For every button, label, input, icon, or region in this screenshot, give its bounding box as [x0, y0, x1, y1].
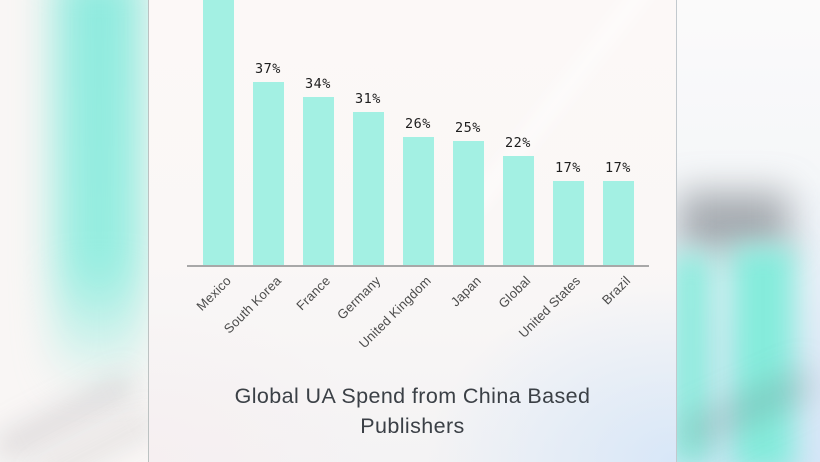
bar-value-label: 34%: [305, 76, 331, 92]
blurred-bar-echo: [677, 253, 713, 462]
bar-france: [302, 97, 334, 265]
category-label: Global: [495, 273, 534, 312]
blurred-text-echo: [679, 192, 789, 252]
bar-chart: Mexico 37% South Korea 34% France 31% Germany 2…: [149, 0, 676, 462]
bar-south-korea: [252, 82, 284, 265]
bar-united-states: [552, 181, 584, 265]
bar-united-kingdom: [402, 137, 434, 265]
bar-value-label: 17%: [605, 160, 631, 176]
bar-value-label: 31%: [355, 91, 381, 107]
blurred-bar-echo: [55, 0, 143, 390]
blurred-backdrop-left: [0, 0, 149, 462]
chart-title-line2: Publishers: [360, 414, 465, 438]
chart-title: Global UA Spend from China Based Publish…: [149, 381, 676, 441]
bar-brazil: [602, 181, 634, 265]
category-label: Brazil: [599, 273, 634, 308]
bar-global: [502, 156, 534, 265]
bar-value-label: 26%: [405, 116, 431, 132]
bar-value-label: 37%: [255, 61, 281, 77]
bar-japan: [452, 141, 484, 265]
bar-mexico: [202, 0, 234, 265]
category-label: France: [293, 273, 334, 314]
x-axis-line: [187, 265, 649, 267]
chart-title-line1: Global UA Spend from China Based: [234, 384, 591, 408]
chart-panel: Mexico 37% South Korea 34% France 31% Germany 2…: [149, 0, 676, 462]
bar-value-label: 25%: [455, 120, 481, 136]
bar-germany: [352, 112, 384, 265]
category-label: Germany: [334, 273, 384, 323]
bar-value-label: 17%: [555, 160, 581, 176]
bar-value-label: 22%: [505, 135, 531, 151]
category-label: Japan: [447, 273, 484, 310]
blurred-backdrop-right: [676, 0, 820, 462]
blurred-bar-echo: [731, 246, 795, 462]
category-label: Mexico: [193, 273, 234, 314]
